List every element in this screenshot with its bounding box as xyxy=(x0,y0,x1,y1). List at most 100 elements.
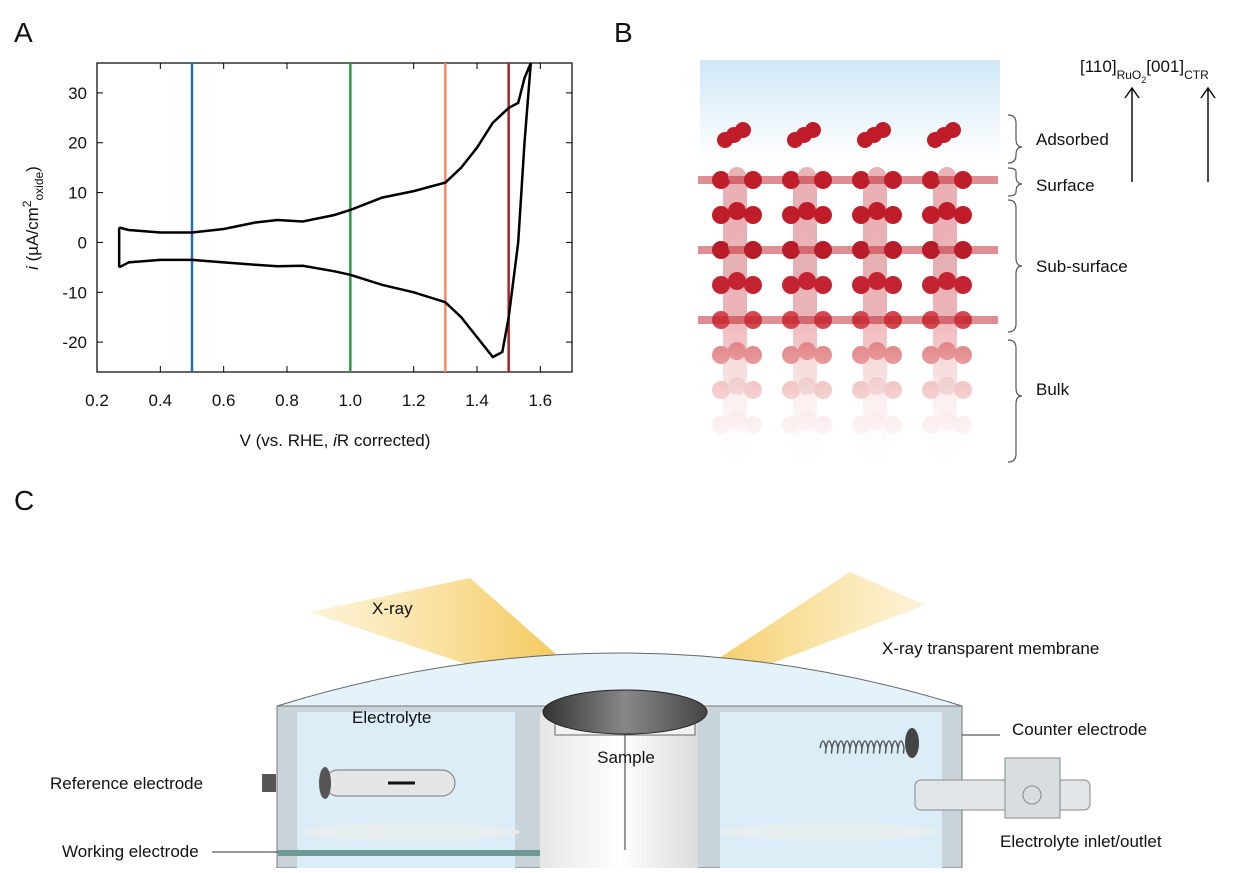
sample-label: Sample xyxy=(597,748,655,767)
valve xyxy=(1004,757,1061,819)
adsorbate-atom xyxy=(735,122,751,138)
electrolyte xyxy=(720,712,942,868)
direction-arrows xyxy=(1124,86,1216,182)
layer-label: Sub-surface xyxy=(1036,257,1128,276)
port xyxy=(262,774,276,792)
atom xyxy=(712,276,730,294)
layer-label: Adsorbed xyxy=(1036,130,1109,149)
atom xyxy=(938,272,956,290)
atom xyxy=(868,202,886,220)
atom xyxy=(744,276,762,294)
y-tick-label: 10 xyxy=(68,184,87,203)
electrode-cap xyxy=(905,728,919,758)
x-tick-label: 1.4 xyxy=(465,391,489,410)
crystal-structure xyxy=(698,60,1000,460)
background xyxy=(700,60,1000,160)
inlet-label: Electrolyte inlet/outlet xyxy=(1000,832,1162,851)
label-part: CTR xyxy=(1184,68,1209,82)
cv-curve xyxy=(118,62,532,234)
atom xyxy=(954,276,972,294)
x-tick-label: 0.6 xyxy=(212,391,236,410)
atom xyxy=(868,272,886,290)
label-part: RuO xyxy=(1117,68,1142,82)
atom xyxy=(814,276,832,294)
x-tick-label: 0.8 xyxy=(275,391,299,410)
panel-label: B xyxy=(614,17,633,48)
label-part: R corrected) xyxy=(337,431,431,450)
layer-label: Surface xyxy=(1036,176,1095,195)
atom xyxy=(938,202,956,220)
floor xyxy=(300,824,520,840)
atom xyxy=(712,206,730,224)
label-part: ) xyxy=(23,166,42,172)
atom xyxy=(922,206,940,224)
atom xyxy=(922,276,940,294)
valve-knob xyxy=(1022,785,1042,805)
label-part: i xyxy=(333,431,338,450)
sample xyxy=(542,689,708,735)
panel-label: A xyxy=(14,17,33,48)
adsorbate-atom xyxy=(875,122,891,138)
fade xyxy=(698,330,1000,460)
y-tick-label: 30 xyxy=(68,84,87,103)
adsorbate-atom xyxy=(945,122,961,138)
y-tick-label: 0 xyxy=(78,233,87,252)
atom xyxy=(954,206,972,224)
membrane-label: X-ray transparent membrane xyxy=(882,639,1099,658)
atom xyxy=(814,206,832,224)
atom xyxy=(782,276,800,294)
adsorbate-atom xyxy=(805,122,821,138)
counter-electrode xyxy=(819,740,905,754)
plot-frame xyxy=(96,62,573,373)
atom xyxy=(884,276,902,294)
atom xyxy=(852,206,870,224)
membrane xyxy=(276,652,963,707)
inlet-tube xyxy=(914,779,1091,811)
atom xyxy=(728,202,746,220)
xray-label: X-ray xyxy=(372,599,413,618)
y-tick-label: -20 xyxy=(62,333,87,352)
label-part: i xyxy=(23,265,42,270)
direction-label: [110]RuO2[001]CTR xyxy=(1080,57,1209,85)
x-tick-label: 1.2 xyxy=(402,391,426,410)
working-label: Working electrode xyxy=(62,842,199,861)
reference-label: Reference electrode xyxy=(50,774,203,793)
y-tick-label: 20 xyxy=(68,134,87,153)
x-tick-label: 0.2 xyxy=(85,391,109,410)
atom xyxy=(852,276,870,294)
cv-curve xyxy=(118,62,533,359)
working-electrode xyxy=(278,850,540,856)
layer-brackets xyxy=(1007,114,1023,463)
atom xyxy=(798,202,816,220)
sample-holder xyxy=(540,712,698,868)
floor xyxy=(720,824,940,840)
electrode-cap xyxy=(319,767,331,799)
label-part: [001] xyxy=(1146,57,1184,76)
label-part: (µA/cm xyxy=(23,207,42,266)
x-axis-label: V (vs. RHE, iR corrected) xyxy=(240,431,431,450)
bond-plane xyxy=(698,176,998,184)
label-part: V (vs. RHE, xyxy=(240,431,334,450)
bond-plane xyxy=(698,246,998,254)
x-tick-label: 1.0 xyxy=(339,391,363,410)
y-axis-label: i (µA/cm2oxide) xyxy=(20,166,46,270)
panel-label: C xyxy=(14,485,34,516)
atom xyxy=(884,206,902,224)
atom xyxy=(728,272,746,290)
layer-label: Bulk xyxy=(1036,380,1070,399)
electrolyte-label: Electrolyte xyxy=(352,708,431,727)
x-tick-label: 1.6 xyxy=(529,391,553,410)
x-tick-label: 0.4 xyxy=(149,391,173,410)
label-part: [110] xyxy=(1080,57,1117,76)
label-part: 2 xyxy=(1141,75,1146,85)
y-tick-label: -10 xyxy=(62,283,87,302)
label-part: 2 xyxy=(20,200,34,207)
counter-label: Counter electrode xyxy=(1012,720,1147,739)
label-part: oxide xyxy=(32,171,46,200)
bond-plane xyxy=(698,316,998,324)
atom xyxy=(782,206,800,224)
atom xyxy=(798,272,816,290)
cell-schematic xyxy=(212,572,1091,869)
atom xyxy=(744,206,762,224)
